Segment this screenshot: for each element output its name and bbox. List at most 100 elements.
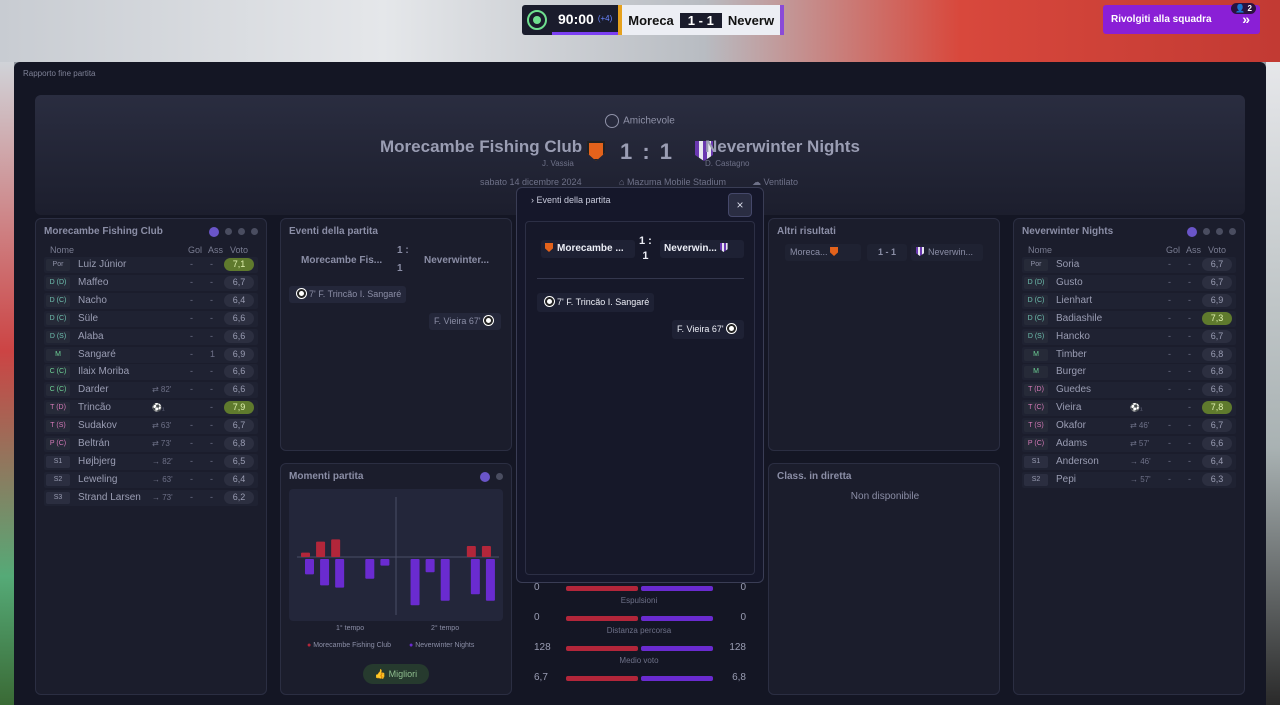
- player-row[interactable]: S1 Anderson → 46' - -6,4: [1022, 453, 1236, 470]
- position-badge: C (C): [46, 384, 70, 397]
- player-row[interactable]: T (S) Okafor ⇄ 46' - -6,7: [1022, 418, 1236, 435]
- player-row[interactable]: D (C) Süle - -6,6: [44, 310, 258, 327]
- player-row[interactable]: M Timber - -6,8: [1022, 346, 1236, 363]
- modal-event-home-goal[interactable]: 7' F. Trincão I. Sangaré: [537, 293, 655, 312]
- player-name[interactable]: Lienhart: [1056, 294, 1093, 306]
- player-name[interactable]: Soria: [1056, 259, 1080, 270]
- away-manager[interactable]: D. Castagno: [705, 159, 750, 168]
- moments-chart: [289, 489, 503, 621]
- events-title: Eventi della partita: [289, 226, 378, 237]
- player-name[interactable]: Strand Larsen: [78, 491, 141, 503]
- player-row[interactable]: T (S) Sudakov ⇄ 63' - -6,7: [44, 418, 258, 435]
- home-team-name[interactable]: Morecambe Fishing Club: [380, 137, 583, 156]
- player-name[interactable]: Pepi: [1056, 473, 1077, 485]
- player-row[interactable]: T (D) Guedes - -6,6: [1022, 382, 1236, 399]
- player-row[interactable]: M Sangaré - 1 6,9: [44, 346, 258, 363]
- rating-badge: 6,9: [1202, 293, 1232, 307]
- position-badge: T (S): [1024, 420, 1048, 433]
- player-row[interactable]: S2 Leweling → 63' - -6,4: [44, 471, 258, 488]
- player-name[interactable]: Okafor: [1056, 420, 1087, 432]
- player-row[interactable]: D (S) Alaba - -6,6: [44, 328, 258, 345]
- goals: -: [190, 455, 193, 466]
- lineup-pager[interactable]: [209, 227, 258, 237]
- rating-badge: 6,7: [1202, 419, 1232, 433]
- goals: -: [1168, 384, 1171, 395]
- modal-event-away-goal[interactable]: F. Vieira 67': [672, 320, 744, 339]
- player-row[interactable]: D (S) Hancko - -6,7: [1022, 328, 1236, 345]
- player-row[interactable]: C (C) Darder ⇄ 82' - -6,6: [44, 382, 258, 399]
- player-row[interactable]: S2 Pepi → 57' - -6,3: [1022, 471, 1236, 488]
- event-home-goal[interactable]: 7' F. Trincão I. Sangaré: [289, 286, 407, 303]
- moments-chart-svg: [297, 497, 499, 615]
- player-row[interactable]: S3 Strand Larsen → 73' - -6,2: [44, 489, 258, 506]
- other-score[interactable]: 1 - 1: [867, 244, 907, 261]
- player-row[interactable]: T (C) Vieira ⚽₁ -7,8: [1022, 400, 1236, 417]
- player-name[interactable]: Højbjerg: [78, 455, 116, 467]
- player-row[interactable]: S1 Højbjerg → 82' - -6,5: [44, 453, 258, 470]
- event-away-goal[interactable]: F. Vieira 67': [429, 313, 501, 330]
- player-name[interactable]: Timber: [1056, 348, 1087, 360]
- assists: -: [210, 402, 213, 413]
- player-name[interactable]: Ilaix Moriba: [78, 366, 130, 378]
- player-row[interactable]: D (D) Maffeo - -6,7: [44, 274, 258, 291]
- player-name[interactable]: Adams: [1056, 438, 1088, 449]
- player-name[interactable]: Hancko: [1056, 330, 1090, 342]
- player-row[interactable]: D (C) Lienhart - -6,9: [1022, 292, 1236, 309]
- player-name[interactable]: Süle: [78, 312, 99, 324]
- player-row[interactable]: P (C) Beltrán ⇄ 73' - - 6,8: [44, 436, 258, 452]
- moments-pager[interactable]: [480, 472, 503, 482]
- player-name[interactable]: Nacho: [78, 294, 107, 306]
- player-row[interactable]: D (C) Nacho - -6,4: [44, 292, 258, 309]
- player-name[interactable]: Vieira: [1056, 402, 1082, 414]
- player-name[interactable]: Alaba: [78, 330, 104, 342]
- away-moment-bar: [335, 559, 345, 588]
- player-name[interactable]: Luiz Júnior: [78, 259, 127, 270]
- player-name[interactable]: Maffeo: [78, 276, 109, 288]
- modal-away-team[interactable]: Neverwin...: [660, 240, 744, 258]
- away-moment-bar: [320, 559, 330, 586]
- player-name[interactable]: Beltrán: [78, 438, 110, 449]
- home-moment-bar: [466, 546, 476, 557]
- player-name[interactable]: Badiashile: [1056, 312, 1103, 324]
- other-home[interactable]: Moreca...: [785, 244, 861, 261]
- hud-away-team: Neverw: [721, 5, 785, 35]
- stadium[interactable]: ⌂ Mazuma Mobile Stadium: [619, 177, 726, 187]
- talk-to-squad-label: Rivolgiti alla squadra: [1111, 14, 1212, 25]
- player-name[interactable]: Guedes: [1056, 384, 1092, 396]
- substitution-info: ⚽₁: [152, 403, 165, 413]
- legend-away: ● Neverwinter Nights: [409, 642, 475, 649]
- player-row[interactable]: D (D) Gusto - -6,7: [1022, 274, 1236, 291]
- player-name[interactable]: Sudakov: [78, 420, 117, 432]
- player-name[interactable]: Trincão: [78, 402, 111, 414]
- lineup-pager[interactable]: [1187, 227, 1236, 237]
- assists: 1: [210, 348, 216, 359]
- player-name[interactable]: Darder: [78, 384, 109, 396]
- best-moments-button[interactable]: 👍 Migliori: [363, 664, 429, 684]
- home-manager[interactable]: J. Vassia: [542, 159, 574, 168]
- modal-home-team[interactable]: Morecambe ...: [541, 240, 635, 258]
- assists: -: [1188, 312, 1191, 323]
- player-row[interactable]: Por Soria - - 6,7: [1022, 257, 1236, 273]
- player-row[interactable]: D (C) Badiashile - -7,3: [1022, 310, 1236, 327]
- home-lineup-panel: Morecambe Fishing Club Nome Gol Ass Voto…: [35, 218, 267, 695]
- assists: -: [210, 330, 213, 341]
- position-badge: D (C): [46, 312, 70, 325]
- substitution-info: ⇄ 63': [152, 421, 172, 431]
- player-row[interactable]: T (D) Trincão ⚽₁ -7,9: [44, 400, 258, 417]
- player-row[interactable]: Por Luiz Júnior - - 7,1: [44, 257, 258, 273]
- substitution-info: → 73': [152, 492, 173, 502]
- other-away[interactable]: Neverwin...: [911, 244, 983, 261]
- player-name[interactable]: Burger: [1056, 366, 1087, 378]
- talk-to-squad-button[interactable]: Rivolgiti alla squadra » 👤 2: [1103, 3, 1260, 34]
- away-team-name[interactable]: Neverwinter Nights: [705, 137, 860, 156]
- player-row[interactable]: P (C) Adams ⇄ 57' - - 6,6: [1022, 436, 1236, 452]
- player-name[interactable]: Gusto: [1056, 276, 1083, 288]
- player-name[interactable]: Anderson: [1056, 455, 1099, 467]
- player-row[interactable]: M Burger - -6,8: [1022, 364, 1236, 381]
- close-button[interactable]: ×: [728, 193, 752, 217]
- player-name[interactable]: Leweling: [78, 473, 118, 485]
- player-row[interactable]: C (C) Ilaix Moriba - -6,6: [44, 364, 258, 381]
- rating-badge: 6,2: [224, 490, 254, 504]
- rating-badge: 6,7: [224, 275, 254, 289]
- player-name[interactable]: Sangaré: [78, 348, 116, 360]
